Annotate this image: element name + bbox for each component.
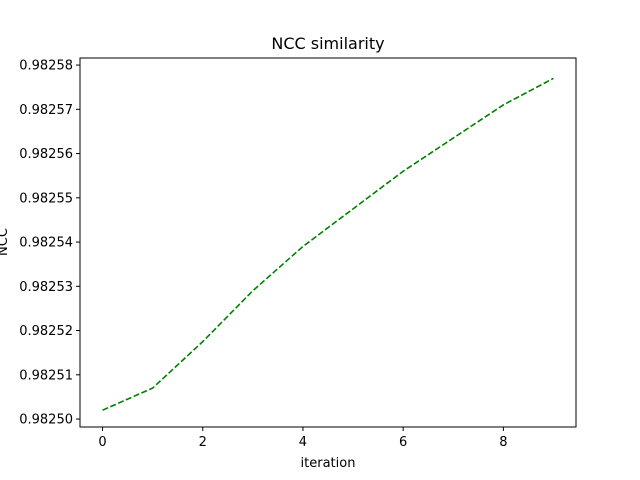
y-tick-label: 0.98252: [19, 324, 73, 339]
plot-frame: [79, 57, 577, 428]
y-tick-label: 0.98254: [19, 236, 73, 251]
x-tick-label: 6: [399, 435, 407, 450]
y-tick-label: 0.98250: [19, 413, 73, 428]
chart-title: NCC similarity: [271, 34, 384, 53]
y-tick-label: 0.98251: [19, 368, 73, 383]
x-tick-label: 2: [199, 435, 207, 450]
x-tick-label: 4: [299, 435, 307, 450]
series-line-0: [102, 77, 554, 411]
y-tick-label: 0.98253: [19, 280, 73, 295]
y-tick-label: 0.98256: [19, 147, 73, 162]
y-tick-label: 0.98257: [19, 103, 73, 118]
y-tick-label: 0.98255: [19, 191, 73, 206]
y-tick-label: 0.98258: [19, 59, 73, 74]
x-axis-label: iteration: [301, 456, 356, 471]
x-tick-label: 8: [499, 435, 507, 450]
y-axis-label: NCC: [0, 228, 11, 256]
series-layer: [102, 77, 554, 411]
x-tick-label: 0: [98, 435, 106, 450]
ticks-layer: 0 2 4 6 8 0.98250 0.98251 0.98252 0.98253 0.98254…: [19, 59, 507, 450]
